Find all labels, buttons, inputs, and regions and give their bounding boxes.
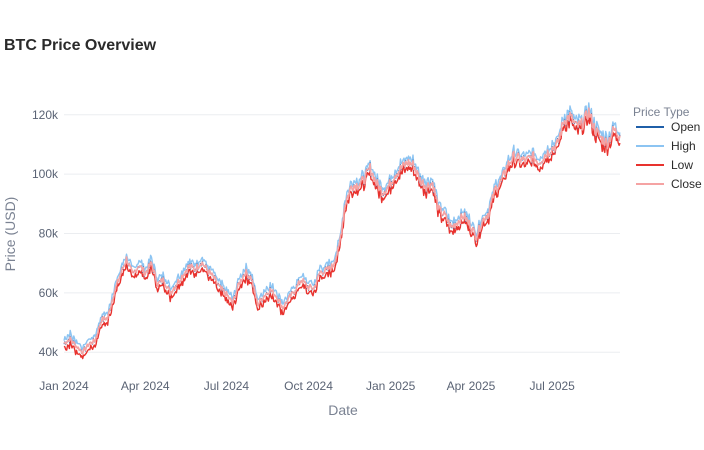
- series-line-low: [63, 112, 621, 360]
- y-tick-label: 80k: [39, 227, 59, 241]
- y-tick-labels: 40k 60k 80k 100k 120k: [32, 108, 59, 359]
- legend-label-open: Open: [671, 120, 700, 134]
- y-tick-label: 40k: [39, 345, 59, 359]
- legend-label-low: Low: [671, 158, 693, 172]
- price-series: [63, 102, 621, 360]
- x-tick-label: Jul 2025: [529, 379, 575, 393]
- series-line-close: [63, 107, 621, 355]
- x-tick-labels: Jan 2024 Apr 2024 Jul 2024 Oct 2024 Jan 2025…: [39, 379, 575, 393]
- x-tick-label: Apr 2025: [447, 379, 496, 393]
- x-tick-label: Jul 2024: [204, 379, 250, 393]
- chart-title: BTC Price Overview: [4, 37, 157, 54]
- y-axis-title: Price (USD): [2, 197, 18, 272]
- legend-label-close: Close: [671, 177, 702, 191]
- y-tick-label: 120k: [32, 108, 59, 122]
- x-tick-label: Apr 2024: [121, 379, 170, 393]
- x-tick-label: Jan 2024: [39, 379, 89, 393]
- y-tick-label: 60k: [39, 286, 59, 300]
- x-tick-label: Oct 2024: [284, 379, 333, 393]
- x-axis-title: Date: [328, 402, 358, 418]
- y-tick-label: 100k: [32, 167, 59, 181]
- legend: Price Type Open High Low Close: [633, 105, 702, 191]
- x-tick-label: Jan 2025: [366, 379, 416, 393]
- legend-label-high: High: [671, 139, 696, 153]
- legend-title: Price Type: [633, 105, 690, 119]
